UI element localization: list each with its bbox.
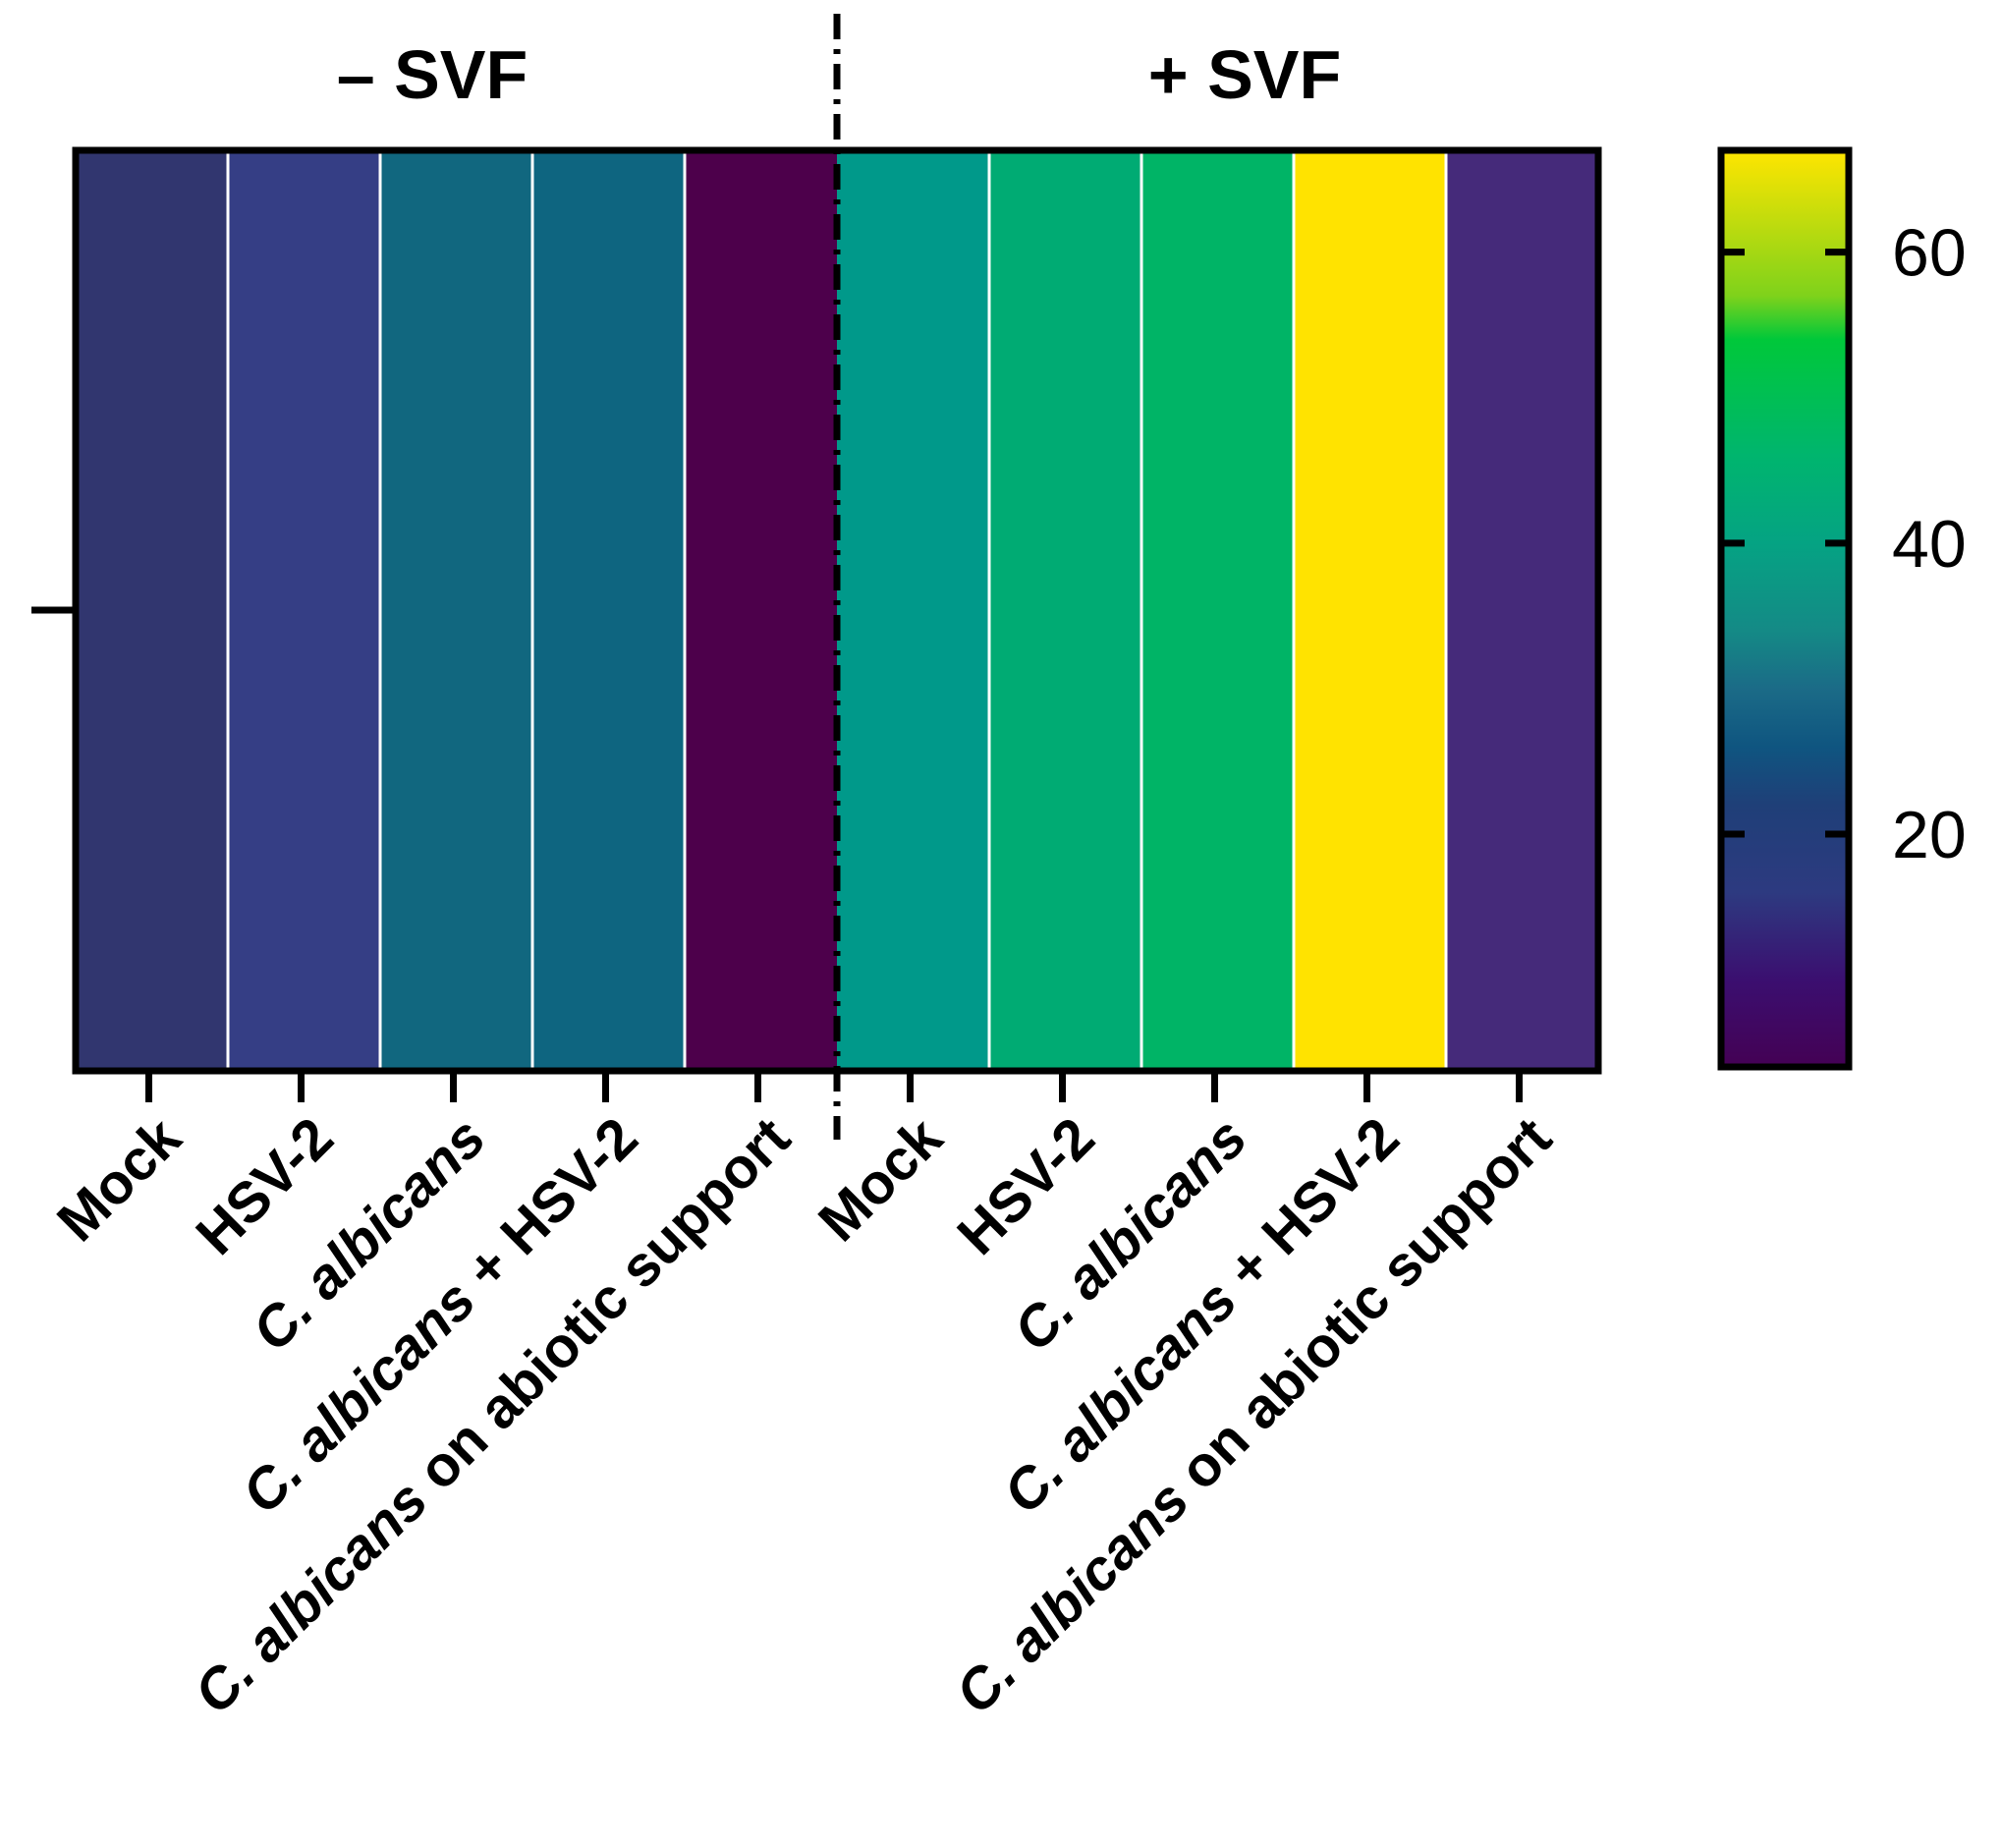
heatmap-cell	[837, 150, 989, 1071]
x-tick-label: Mock	[45, 1105, 194, 1254]
group-labels: – SVF + SVF	[337, 36, 1342, 113]
group-label: – SVF	[337, 36, 528, 113]
colorbar-tick-label: 20	[1892, 798, 1967, 872]
heatmap-cell	[1446, 150, 1598, 1071]
colorbar-tick-label: 60	[1892, 216, 1967, 291]
heatmap-cell	[532, 150, 685, 1071]
heatmap-cell	[685, 150, 837, 1071]
colorbar-border	[1717, 146, 1853, 1071]
group-label: + SVF	[1148, 36, 1341, 113]
heatmap-cell	[380, 150, 532, 1071]
heatmap-cell	[228, 150, 380, 1071]
heatmap-cells	[76, 150, 1598, 1071]
heatmap-cell	[1141, 150, 1294, 1071]
heatmap-cell	[989, 150, 1141, 1071]
heatmap-cell	[76, 150, 228, 1071]
colorbar: 20 40 60	[1717, 146, 1967, 1071]
x-axis-ticks	[145, 1071, 1523, 1102]
x-tick-label: Mock	[806, 1105, 955, 1254]
colorbar-tick-label: 40	[1892, 507, 1967, 582]
heatmap-cell	[1294, 150, 1446, 1071]
colorbar-fill	[1721, 150, 1849, 1067]
